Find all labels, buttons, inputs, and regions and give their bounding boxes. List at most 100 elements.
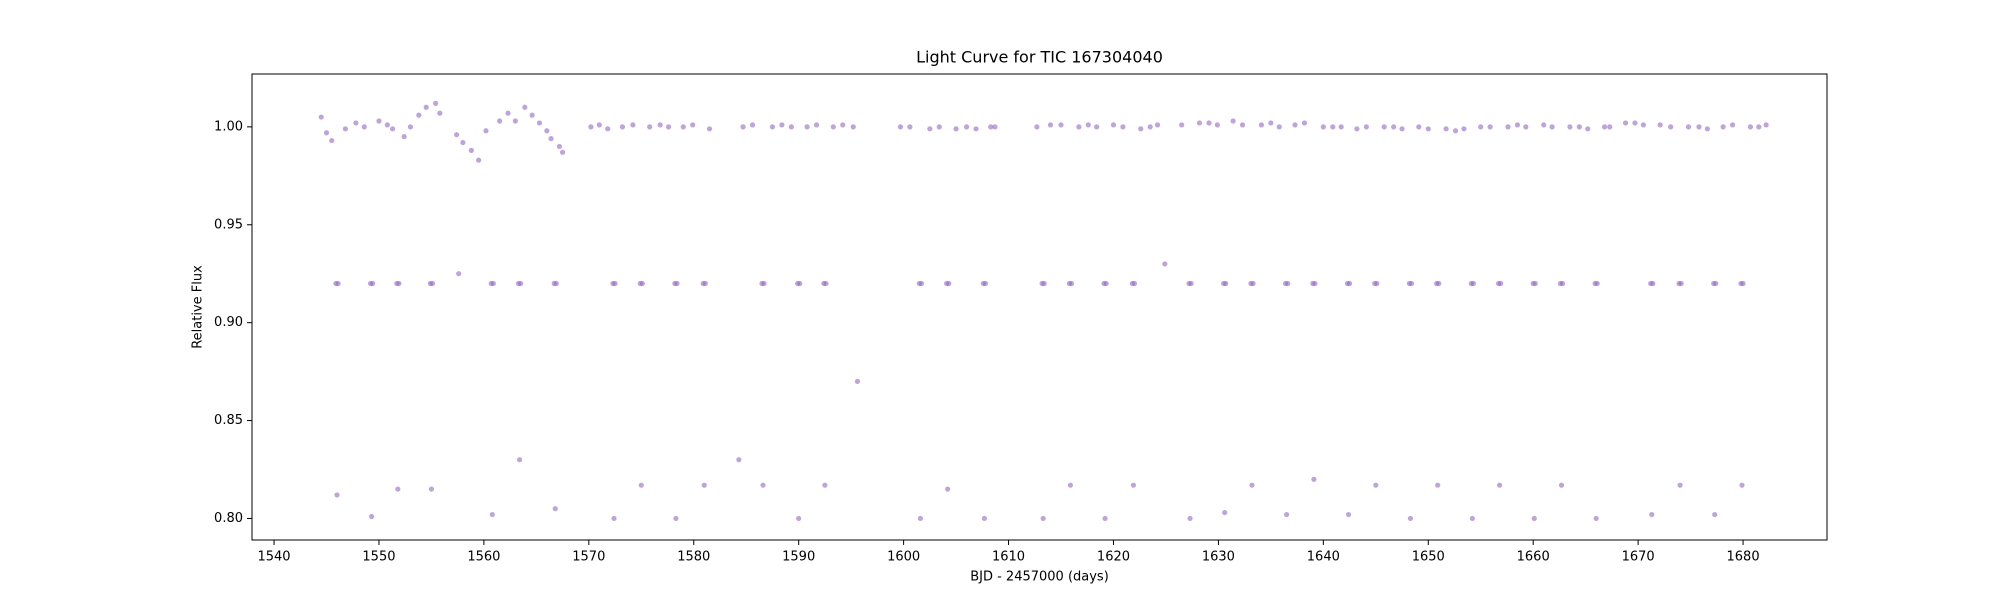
plot-area bbox=[318, 100, 1769, 522]
data-point bbox=[1363, 124, 1369, 130]
x-axis-label: BJD - 2457000 (days) bbox=[970, 570, 1109, 585]
data-point bbox=[1632, 120, 1638, 126]
data-point bbox=[335, 280, 341, 287]
data-point bbox=[612, 280, 618, 287]
data-point bbox=[907, 124, 913, 130]
data-point bbox=[1497, 482, 1503, 488]
data-point bbox=[1354, 126, 1360, 132]
data-point bbox=[369, 513, 375, 520]
data-point bbox=[1559, 280, 1566, 287]
data-point bbox=[490, 280, 496, 287]
data-point bbox=[476, 157, 482, 163]
data-point bbox=[1311, 476, 1317, 482]
data-point bbox=[1301, 120, 1308, 126]
data-point bbox=[1452, 128, 1459, 134]
x-tick-label: 1600 bbox=[887, 550, 920, 565]
data-point bbox=[1704, 126, 1710, 132]
data-point bbox=[1034, 124, 1040, 130]
data-point bbox=[376, 118, 382, 124]
data-point bbox=[1668, 124, 1674, 130]
data-point bbox=[1285, 280, 1291, 287]
data-point bbox=[1041, 280, 1047, 287]
data-point bbox=[1469, 515, 1475, 522]
data-point bbox=[673, 515, 679, 522]
data-point bbox=[680, 124, 686, 130]
x-tick-label: 1660 bbox=[1517, 550, 1550, 565]
data-point bbox=[318, 114, 324, 120]
data-point bbox=[840, 122, 846, 128]
x-tick-label: 1570 bbox=[572, 550, 605, 565]
data-point bbox=[897, 124, 904, 130]
data-point bbox=[701, 482, 707, 488]
data-point bbox=[822, 482, 828, 488]
data-point bbox=[1514, 122, 1521, 128]
data-point bbox=[395, 486, 401, 492]
x-tick-label: 1610 bbox=[992, 550, 1025, 565]
data-point bbox=[1230, 118, 1236, 124]
data-point bbox=[483, 128, 489, 134]
x-tick-label: 1580 bbox=[677, 550, 710, 565]
data-point bbox=[854, 378, 861, 385]
data-point bbox=[428, 486, 435, 492]
data-point bbox=[1740, 280, 1746, 287]
data-point bbox=[1657, 122, 1663, 128]
data-point bbox=[1677, 482, 1683, 488]
data-point bbox=[1763, 122, 1769, 128]
data-point bbox=[460, 139, 466, 146]
data-point bbox=[1179, 122, 1185, 128]
data-point bbox=[489, 511, 495, 518]
data-point bbox=[769, 124, 776, 130]
data-point bbox=[1206, 120, 1212, 126]
data-point bbox=[553, 280, 559, 287]
data-point bbox=[788, 124, 794, 130]
data-point bbox=[407, 124, 414, 130]
data-point bbox=[1399, 126, 1405, 132]
data-point bbox=[552, 506, 558, 512]
data-point bbox=[1558, 482, 1565, 488]
data-point bbox=[1407, 515, 1414, 522]
data-point bbox=[1268, 120, 1274, 126]
data-point bbox=[401, 134, 407, 140]
data-point bbox=[639, 280, 645, 287]
data-point bbox=[779, 122, 785, 128]
data-point bbox=[1094, 124, 1100, 130]
data-point bbox=[1162, 261, 1168, 267]
data-point bbox=[992, 124, 998, 130]
data-point bbox=[1720, 124, 1726, 130]
data-point bbox=[1696, 124, 1702, 130]
data-point bbox=[796, 515, 802, 522]
data-point bbox=[1345, 511, 1352, 518]
data-point bbox=[416, 112, 422, 118]
data-point bbox=[982, 280, 989, 287]
y-tick-label: 0.85 bbox=[214, 413, 243, 428]
data-point bbox=[518, 280, 524, 287]
data-point bbox=[630, 122, 636, 128]
data-point bbox=[522, 104, 528, 110]
data-point bbox=[665, 124, 672, 130]
data-point bbox=[619, 124, 626, 130]
data-point bbox=[1541, 122, 1547, 128]
data-point bbox=[456, 271, 462, 277]
data-point bbox=[396, 280, 402, 287]
data-point bbox=[973, 126, 979, 132]
data-point bbox=[1067, 482, 1074, 488]
axes-frame bbox=[251, 73, 1828, 541]
data-point bbox=[1085, 122, 1091, 128]
data-point bbox=[329, 137, 335, 144]
data-point bbox=[1374, 280, 1380, 287]
data-point bbox=[1729, 122, 1736, 128]
data-point bbox=[823, 280, 829, 287]
x-tick-label: 1550 bbox=[362, 550, 395, 565]
data-point bbox=[760, 482, 766, 488]
data-point bbox=[1601, 124, 1608, 130]
x-tick-label: 1620 bbox=[1097, 550, 1130, 565]
data-point bbox=[1478, 124, 1484, 130]
data-point bbox=[1685, 124, 1692, 130]
data-point bbox=[1239, 122, 1246, 128]
data-point bbox=[690, 122, 696, 128]
data-point bbox=[353, 120, 359, 126]
data-point bbox=[1222, 509, 1228, 516]
data-point bbox=[797, 280, 803, 287]
data-point bbox=[1250, 280, 1256, 287]
